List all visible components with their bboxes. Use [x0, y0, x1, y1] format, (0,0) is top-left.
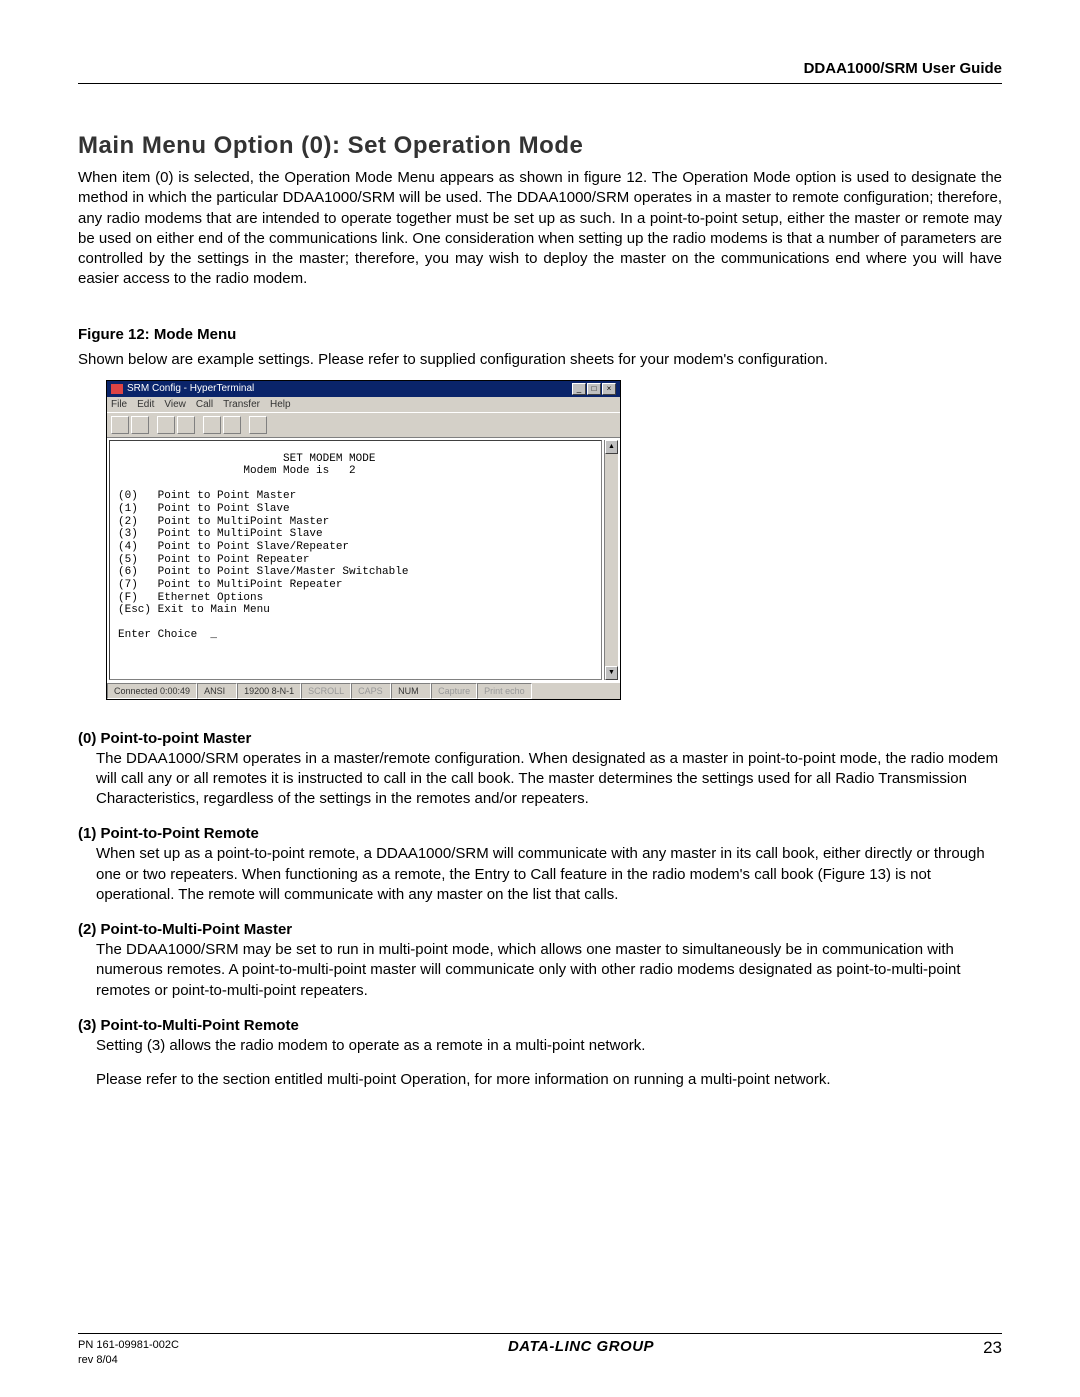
toolbar-button[interactable] [131, 416, 149, 434]
option-body: Setting (3) allows the radio modem to op… [78, 1036, 1002, 1056]
toolbar-button[interactable] [223, 416, 241, 434]
status-num: NUM [391, 683, 431, 699]
menu-view[interactable]: View [164, 399, 186, 410]
hyperterminal-window: SRM Config - HyperTerminal _ □ × File Ed… [106, 380, 621, 700]
menu-call[interactable]: Call [196, 399, 213, 410]
option-block: (2) Point-to-Multi-Point Master The DDAA1… [78, 921, 1002, 1001]
window-titlebar: SRM Config - HyperTerminal _ □ × [107, 381, 620, 397]
status-capture: Capture [431, 683, 477, 699]
page-number: 23 [983, 1338, 1002, 1358]
part-number: PN 161-09981-002C [78, 1339, 179, 1351]
option-title: (1) Point-to-Point Remote [78, 825, 1002, 842]
option-block: (3) Point-to-Multi-Point Remote Setting (… [78, 1017, 1002, 1091]
maximize-button[interactable]: □ [587, 383, 601, 395]
toolbar-button[interactable] [203, 416, 221, 434]
minimize-button[interactable]: _ [572, 383, 586, 395]
page: DDAA1000/SRM User Guide Main Menu Option… [0, 0, 1080, 1397]
terminal-content: SET MODEM MODE Modem Mode is 2 (0) Point… [109, 440, 602, 680]
menu-transfer[interactable]: Transfer [223, 399, 260, 410]
footer-company: DATA-LINC GROUP [508, 1338, 654, 1355]
doc-header: DDAA1000/SRM User Guide [78, 60, 1002, 84]
status-caps: CAPS [351, 683, 391, 699]
status-bar: Connected 0:00:49 ANSI 19200 8-N-1 SCROL… [107, 682, 620, 699]
page-footer: PN 161-09981-002C rev 8/04 DATA-LINC GRO… [78, 1333, 1002, 1367]
menu-file[interactable]: File [111, 399, 127, 410]
status-scroll: SCROLL [301, 683, 351, 699]
window-title: SRM Config - HyperTerminal [127, 383, 254, 394]
toolbar-button[interactable] [111, 416, 129, 434]
menu-help[interactable]: Help [270, 399, 291, 410]
toolbar-button[interactable] [177, 416, 195, 434]
status-printecho: Print echo [477, 683, 532, 699]
option-body: The DDAA1000/SRM may be set to run in mu… [78, 940, 1002, 1001]
option-body-extra: Please refer to the section entitled mul… [78, 1070, 1002, 1090]
footer-left: PN 161-09981-002C rev 8/04 [78, 1338, 179, 1367]
close-button[interactable]: × [602, 383, 616, 395]
option-body: When set up as a point-to-point remote, … [78, 844, 1002, 905]
status-emulation: ANSI [197, 683, 237, 699]
intro-paragraph: When item (0) is selected, the Operation… [78, 168, 1002, 290]
option-title: (2) Point-to-Multi-Point Master [78, 921, 1002, 938]
scrollbar[interactable]: ▲ ▼ [604, 440, 618, 680]
toolbar [107, 412, 620, 438]
figure-caption: Shown below are example settings. Please… [78, 351, 1002, 368]
page-title: Main Menu Option (0): Set Operation Mode [78, 132, 1002, 160]
option-title: (0) Point-to-point Master [78, 730, 1002, 747]
scroll-up-icon[interactable]: ▲ [605, 440, 618, 454]
option-body: The DDAA1000/SRM operates in a master/re… [78, 749, 1002, 810]
revision: rev 8/04 [78, 1354, 118, 1366]
toolbar-button[interactable] [157, 416, 175, 434]
option-title: (3) Point-to-Multi-Point Remote [78, 1017, 1002, 1034]
figure-label: Figure 12: Mode Menu [78, 326, 1002, 343]
menu-edit[interactable]: Edit [137, 399, 154, 410]
status-baud: 19200 8-N-1 [237, 683, 301, 699]
option-block: (0) Point-to-point Master The DDAA1000/SR… [78, 730, 1002, 810]
scroll-down-icon[interactable]: ▼ [605, 666, 618, 680]
option-block: (1) Point-to-Point Remote When set up as … [78, 825, 1002, 905]
menu-bar: File Edit View Call Transfer Help [107, 397, 620, 412]
app-icon [111, 384, 123, 394]
status-connection: Connected 0:00:49 [107, 683, 197, 699]
toolbar-button[interactable] [249, 416, 267, 434]
